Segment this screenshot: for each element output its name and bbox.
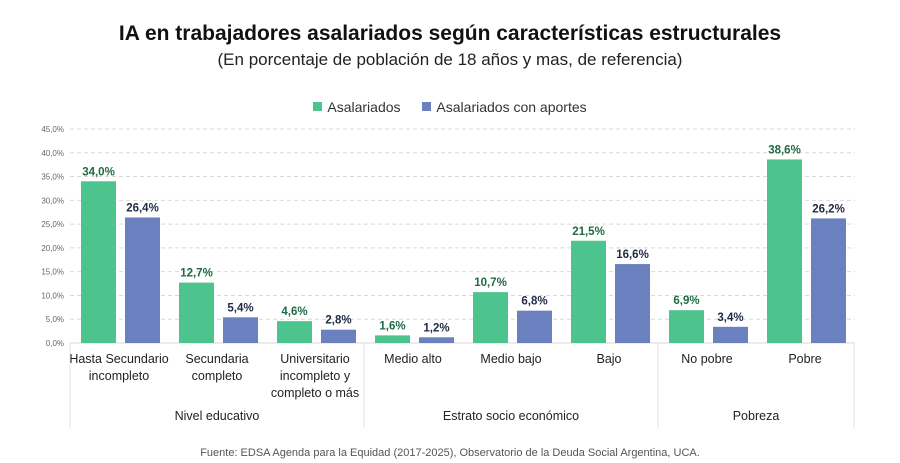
data-label: 1,2% [423,322,449,334]
category-label: Secundaria [185,352,248,366]
category-label: Universitario [280,352,350,366]
y-tick-label: 35,0% [41,173,64,182]
category-label: Bajo [596,352,621,366]
y-tick-label: 15,0% [41,268,64,277]
chart-subtitle: (En porcentaje de población de 18 años y… [217,50,683,69]
source-note: Fuente: EDSA Agenda para la Equidad (201… [200,447,700,459]
data-label: 38,6% [768,144,801,156]
data-label: 12,7% [180,268,213,280]
data-label: 6,9% [673,295,699,307]
y-tick-label: 0,0% [46,339,64,348]
category-label: completo o más [271,386,359,400]
category-label: incompleto [89,369,149,383]
group-label: Pobreza [733,409,780,423]
data-label: 10,7% [474,277,507,289]
legend-label: Asalariados [327,98,401,115]
data-label: 3,4% [717,312,743,324]
data-label: 6,8% [521,296,547,308]
bar-con-aportes [321,329,356,343]
category-label: No pobre [681,352,732,366]
chart-title: IA en trabajadores asalariados según car… [118,22,782,45]
data-label: 5,4% [227,302,253,314]
group-label: Nivel educativo [175,409,260,423]
bar-asalariados [81,181,116,343]
y-tick-label: 30,0% [41,196,64,205]
data-label: 2,8% [325,315,351,327]
y-tick-label: 5,0% [46,315,64,324]
legend: Asalariados Asalariados con aportes [0,98,900,115]
bar-con-aportes [615,264,650,343]
legend-item-con-aportes: Asalariados con aportes [422,98,587,115]
category-label: incompleto y [280,369,351,383]
y-tick-label: 45,0% [41,125,64,134]
data-label: 21,5% [572,226,605,238]
bar-con-aportes [517,310,552,343]
bar-con-aportes [419,337,454,343]
legend-item-asalariados: Asalariados [313,98,401,115]
legend-swatch [422,102,432,111]
bar-asalariados [277,321,312,343]
bar-asalariados [767,159,802,343]
category-label: Medio alto [384,352,442,366]
bar-asalariados [473,292,508,343]
group-label: Estrato socio económico [443,409,579,423]
data-label: 34,0% [82,166,115,178]
data-label: 16,6% [616,249,649,261]
bar-asalariados [179,282,214,343]
category-label: completo [192,369,243,383]
data-label: 26,2% [812,203,845,215]
legend-swatch [313,102,323,111]
bar-asalariados [669,310,704,343]
category-label: Medio bajo [480,352,541,366]
bar-con-aportes [125,217,160,343]
y-tick-label: 25,0% [41,220,64,229]
legend-label: Asalariados con aportes [436,98,587,115]
data-label: 4,6% [281,306,307,318]
bar-asalariados [375,335,410,343]
category-label: Hasta Secundario [69,352,168,366]
y-tick-label: 20,0% [41,244,64,253]
y-tick-label: 10,0% [41,291,64,300]
data-label: 1,6% [379,320,405,332]
category-label: Pobre [788,352,821,366]
data-label: 26,4% [126,202,159,214]
bar-con-aportes [811,218,846,343]
y-tick-label: 40,0% [41,149,64,158]
bar-asalariados [571,240,606,343]
bar-con-aportes [223,317,258,343]
bar-con-aportes [713,326,748,343]
